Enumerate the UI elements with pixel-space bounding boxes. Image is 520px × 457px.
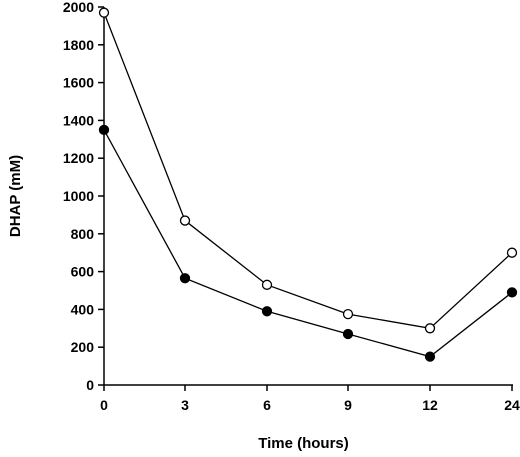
- open-circle-point: [179, 215, 191, 226]
- y-tick-label: 2000: [63, 0, 94, 15]
- y-tick-label: 1000: [63, 188, 94, 204]
- filled-circle-point: [506, 287, 518, 298]
- y-tick-label: 1400: [63, 112, 94, 128]
- x-tick-label: 0: [100, 397, 108, 413]
- x-tick-label: 12: [422, 397, 438, 413]
- y-tick-label: 1800: [63, 37, 94, 53]
- x-tick-label: 3: [181, 397, 189, 413]
- series-line: [103, 12, 513, 329]
- filled-circle-point: [98, 124, 110, 136]
- filled-circle-point: [261, 306, 273, 317]
- x-tick-label: 24: [504, 397, 520, 413]
- open-circle-point: [342, 308, 354, 320]
- x-axis-ticks: 0 3 6 9 12 24: [100, 385, 520, 413]
- y-tick-label: 1600: [63, 75, 94, 91]
- filled-circle-point: [424, 351, 436, 362]
- series-line: [103, 129, 513, 358]
- filled-circle-point: [342, 328, 354, 340]
- y-tick-label: 600: [71, 264, 95, 280]
- y-tick-label: 0: [86, 377, 94, 393]
- x-tick-label: 6: [263, 397, 271, 413]
- y-tick-label: 1200: [63, 150, 94, 166]
- y-tick-label: 200: [71, 339, 95, 355]
- y-axis-ticks: 0 200 400 600 800 1000 1200 1400 1600 1800 2000: [63, 0, 104, 393]
- y-tick-label: 800: [71, 226, 95, 242]
- series-layer: [98, 7, 518, 362]
- open-circle-point: [261, 279, 273, 290]
- x-axis-title: Time (hours): [258, 435, 349, 452]
- y-axis-title: DHAP (mM): [7, 155, 24, 237]
- open-circle-point: [98, 7, 110, 18]
- filled-circle-point: [179, 273, 191, 284]
- open-circle-point: [424, 323, 436, 334]
- open-circle-point: [506, 247, 518, 258]
- x-tick-label: 9: [344, 397, 352, 413]
- series-2: [98, 124, 518, 362]
- y-tick-label: 400: [71, 301, 95, 317]
- series-1: [98, 7, 518, 334]
